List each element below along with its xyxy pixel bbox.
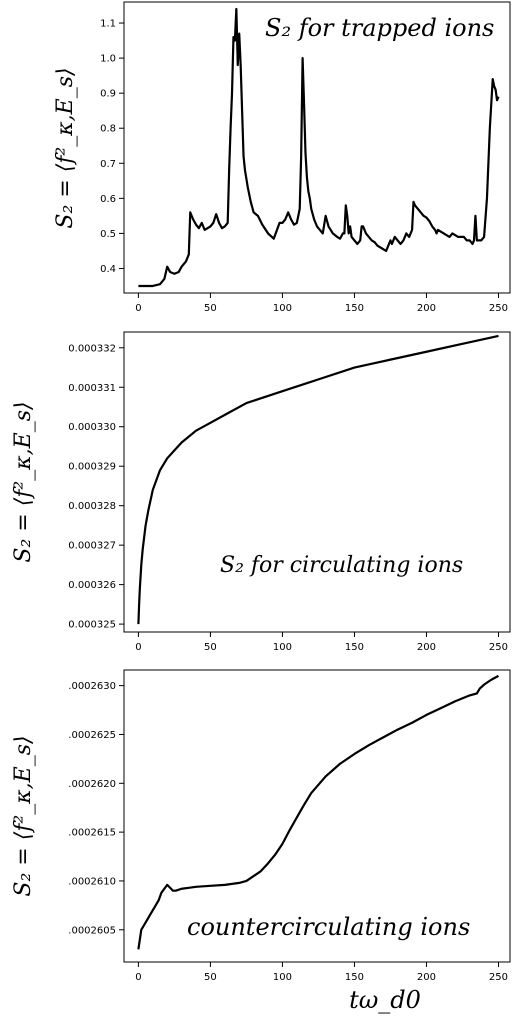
x-tick-label: 250 [489, 972, 508, 983]
panel-circulating-ions: 0.000325 0.000326 0.000327 0.000328 0.000329… [11, 331, 511, 653]
x-tick-label: 50 [204, 972, 217, 983]
y-tick-label: 0.4 [100, 264, 116, 275]
plot-area-frame [123, 669, 511, 963]
y-axis: 0.000325 0.000326 0.000327 0.000328 0.000329… [68, 343, 124, 631]
x-tick-label: 150 [345, 972, 364, 983]
y-axis-label: S₂ = ⟨f²_κ,E_s⟩ [11, 401, 36, 562]
series-line [137, 674, 500, 950]
panel-trapped-ions: 0.4 0.5 0.6 0.7 0.8 0.9 1.0 1.1 0 50 100 150 200 250… [53, 1, 511, 314]
x-tick-label: 150 [345, 642, 364, 653]
annotation-text: countercirculating ions [187, 913, 470, 941]
y-tick-label: 0.9 [100, 89, 116, 100]
x-axis-label: tω_d0 [349, 986, 421, 1014]
plot-area-frame [123, 1, 511, 294]
y-axis-label: S₂ = ⟨f²_κ,E_s⟩ [11, 735, 36, 896]
x-tick-label: 200 [417, 642, 436, 653]
y-tick-label: .0002630 [68, 681, 116, 692]
series-line [138, 7, 500, 288]
y-tick-label: 0.000332 [68, 343, 116, 354]
x-tick-label: 0 [135, 303, 141, 314]
x-tick-label: 50 [204, 642, 217, 653]
y-tick-label: 1.0 [100, 54, 116, 65]
x-tick-label: 250 [489, 303, 508, 314]
x-axis: 0 50 100 150 200 250 [135, 632, 508, 653]
x-tick-label: 100 [273, 972, 292, 983]
x-axis: 0 50 100 150 200 250 [135, 293, 508, 314]
y-tick-label: 0.000328 [68, 501, 116, 512]
y-tick-label: 0.000331 [68, 383, 116, 394]
y-tick-label: 0.000329 [68, 462, 116, 473]
x-tick-label: 50 [204, 303, 217, 314]
annotation-text: S₂ for circulating ions [220, 553, 463, 578]
y-tick-label: 0.000326 [68, 580, 116, 591]
x-tick-label: 200 [417, 303, 436, 314]
y-tick-label: 0.000330 [68, 422, 116, 433]
series-line [137, 334, 499, 625]
y-tick-label: 0.000325 [68, 620, 116, 631]
y-axis: .0002605 .0002610 .0002615 .0002620 .0002625… [68, 681, 124, 936]
x-tick-label: 100 [273, 303, 292, 314]
y-axis-label: S₂ = ⟨f²_κ,E_s⟩ [53, 67, 78, 228]
y-tick-label: .0002625 [68, 730, 116, 741]
x-tick-label: 250 [489, 642, 508, 653]
x-tick-label: 100 [273, 642, 292, 653]
y-tick-label: 0.5 [100, 229, 116, 240]
y-tick-label: .0002615 [68, 828, 116, 839]
y-tick-label: .0002620 [68, 779, 116, 790]
annotation-text: S₂ for trapped ions [265, 14, 494, 42]
plot-area-frame [123, 331, 511, 633]
x-tick-label: 0 [135, 642, 141, 653]
y-tick-label: 0.8 [100, 124, 116, 135]
x-tick-label: 200 [417, 972, 436, 983]
y-tick-label: .0002605 [68, 925, 116, 936]
x-tick-label: 150 [345, 303, 364, 314]
y-tick-label: 0.6 [100, 194, 116, 205]
panel-countercirculating-ions: .0002605 .0002610 .0002615 .0002620 .0002625… [11, 669, 511, 983]
x-axis: 0 50 100 150 200 250 [135, 962, 508, 983]
x-tick-label: 0 [135, 972, 141, 983]
y-tick-label: 0.7 [100, 159, 116, 170]
y-tick-label: 0.000327 [68, 541, 116, 552]
y-tick-label: 1.1 [100, 19, 116, 30]
y-axis: 0.4 0.5 0.6 0.7 0.8 0.9 1.0 1.1 [100, 19, 124, 275]
y-tick-label: .0002610 [68, 876, 116, 887]
